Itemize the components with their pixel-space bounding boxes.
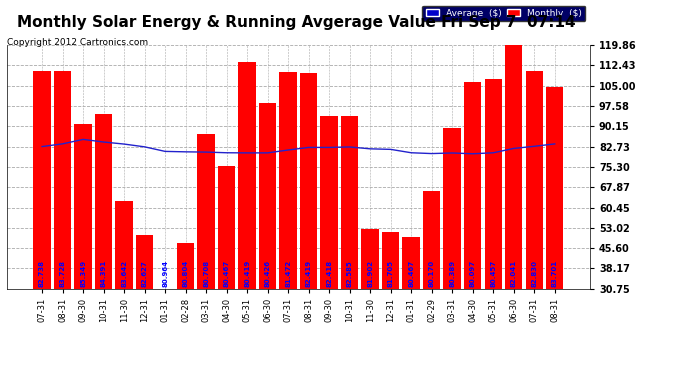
Bar — [526, 70, 543, 289]
Text: 82.418: 82.418 — [326, 260, 332, 286]
Text: 80.467: 80.467 — [408, 260, 414, 286]
Text: 82.419: 82.419 — [306, 260, 312, 286]
Bar — [218, 166, 235, 289]
Bar — [33, 70, 51, 289]
Text: 83.642: 83.642 — [121, 260, 127, 286]
Text: Monthly Solar Energy & Running Avgerage Value Fri Sep 7  07:14: Monthly Solar Energy & Running Avgerage … — [17, 15, 576, 30]
Bar — [362, 229, 379, 289]
Text: 85.349: 85.349 — [80, 260, 86, 286]
Bar — [177, 243, 195, 289]
Bar — [54, 70, 71, 289]
Text: 80.426: 80.426 — [265, 260, 270, 286]
Bar — [95, 114, 112, 289]
Text: 82.627: 82.627 — [141, 260, 148, 286]
Bar — [464, 81, 482, 289]
Bar — [546, 87, 564, 289]
Text: 82.830: 82.830 — [531, 260, 538, 286]
Text: 80.097: 80.097 — [470, 260, 475, 286]
Bar — [320, 116, 338, 289]
Bar — [75, 124, 92, 289]
Text: 81.472: 81.472 — [285, 260, 291, 286]
Text: 81.902: 81.902 — [367, 260, 373, 286]
Bar — [505, 40, 522, 289]
Bar — [115, 201, 133, 289]
Text: 80.964: 80.964 — [162, 260, 168, 286]
Bar — [300, 74, 317, 289]
Text: 82.041: 82.041 — [511, 260, 517, 286]
Text: 83.701: 83.701 — [552, 260, 558, 286]
Text: 82.738: 82.738 — [39, 260, 45, 286]
Text: 80.708: 80.708 — [203, 260, 209, 286]
Bar — [197, 134, 215, 289]
Text: 84.391: 84.391 — [101, 259, 107, 286]
Text: 80.457: 80.457 — [490, 260, 496, 286]
Bar — [444, 128, 461, 289]
Bar — [423, 191, 440, 289]
Bar — [239, 62, 256, 289]
Bar — [279, 72, 297, 289]
Legend: Average  ($), Monthly  ($): Average ($), Monthly ($) — [422, 6, 585, 21]
Text: 81.705: 81.705 — [388, 260, 394, 286]
Text: 80.419: 80.419 — [244, 259, 250, 286]
Bar — [136, 235, 153, 289]
Text: Copyright 2012 Cartronics.com: Copyright 2012 Cartronics.com — [7, 38, 148, 47]
Text: 82.585: 82.585 — [346, 260, 353, 286]
Bar — [259, 104, 277, 289]
Text: 80.804: 80.804 — [183, 259, 188, 286]
Bar — [382, 232, 400, 289]
Text: 80.467: 80.467 — [224, 260, 230, 286]
Text: 80.170: 80.170 — [428, 260, 435, 286]
Bar — [402, 237, 420, 289]
Text: 80.389: 80.389 — [449, 260, 455, 286]
Text: 83.728: 83.728 — [59, 260, 66, 286]
Bar — [341, 116, 358, 289]
Bar — [484, 79, 502, 289]
